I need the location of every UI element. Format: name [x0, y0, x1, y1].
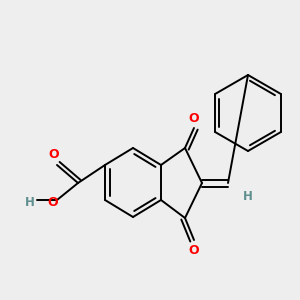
Text: O: O	[189, 112, 199, 125]
Text: O: O	[189, 244, 199, 256]
Text: O: O	[48, 196, 58, 208]
Text: H: H	[243, 190, 253, 202]
Text: H: H	[25, 196, 35, 208]
Text: O: O	[49, 148, 59, 161]
